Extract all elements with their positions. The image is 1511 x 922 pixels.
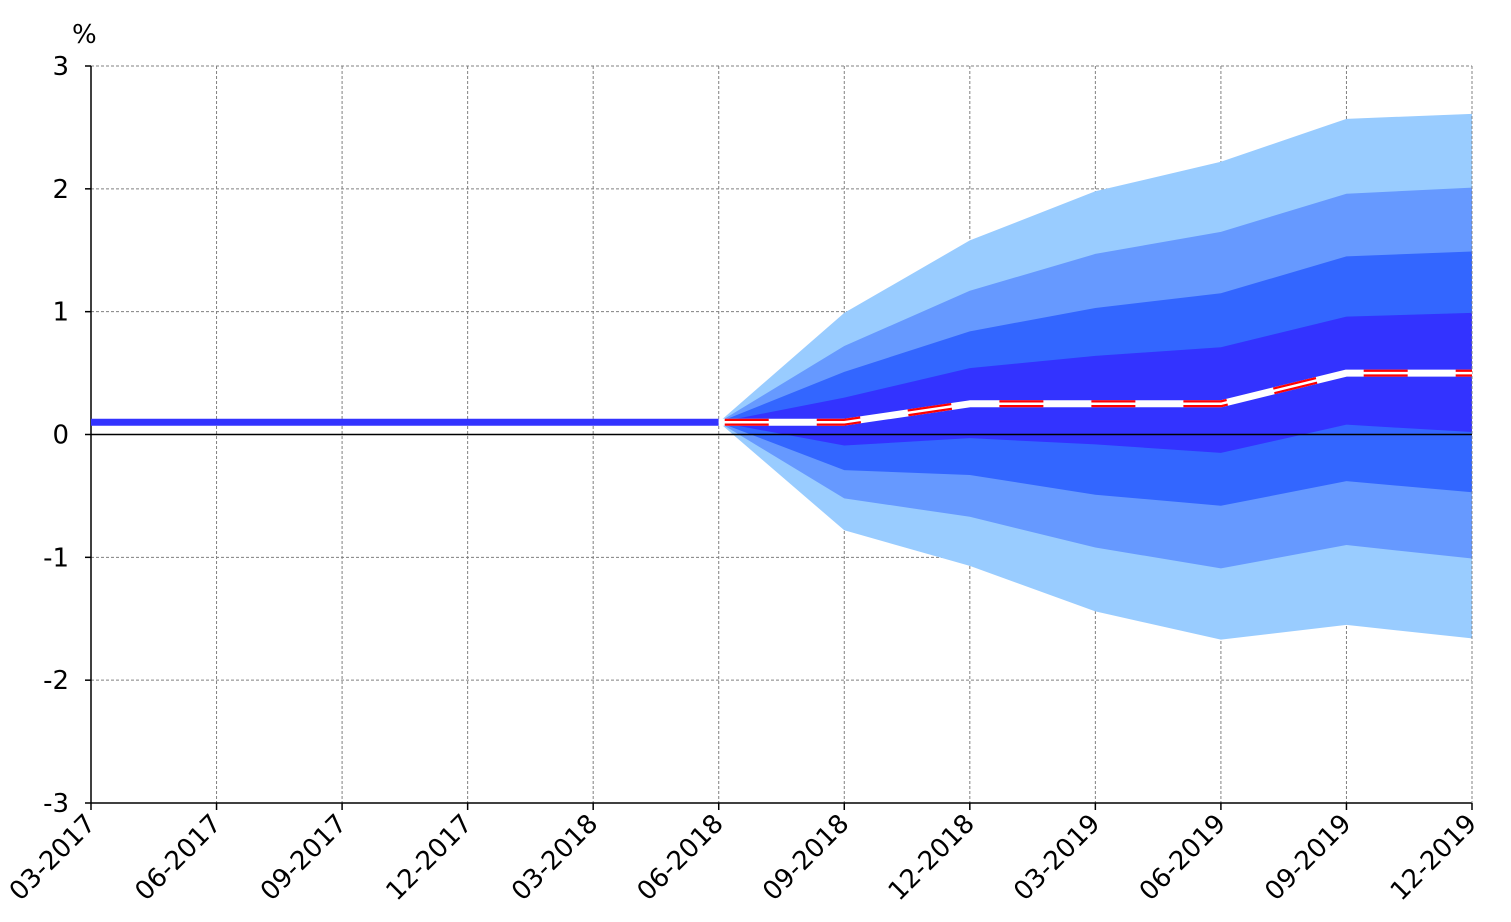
y-tick-label: 2 (52, 175, 69, 205)
y-tick-label: 0 (52, 421, 69, 451)
y-axis-unit-label: % (72, 20, 97, 50)
y-tick-label: 1 (52, 298, 69, 328)
axes (85, 65, 1473, 810)
fan-bands (718, 113, 1472, 640)
y-tick-label: 3 (52, 52, 69, 82)
median-lines (91, 369, 1472, 426)
y-tick-label: -1 (43, 543, 69, 573)
median-center-line (718, 371, 1472, 424)
fan-band-4 (718, 312, 1472, 453)
y-tick-label: -3 (43, 789, 69, 819)
y-tick-label: -2 (43, 666, 69, 696)
